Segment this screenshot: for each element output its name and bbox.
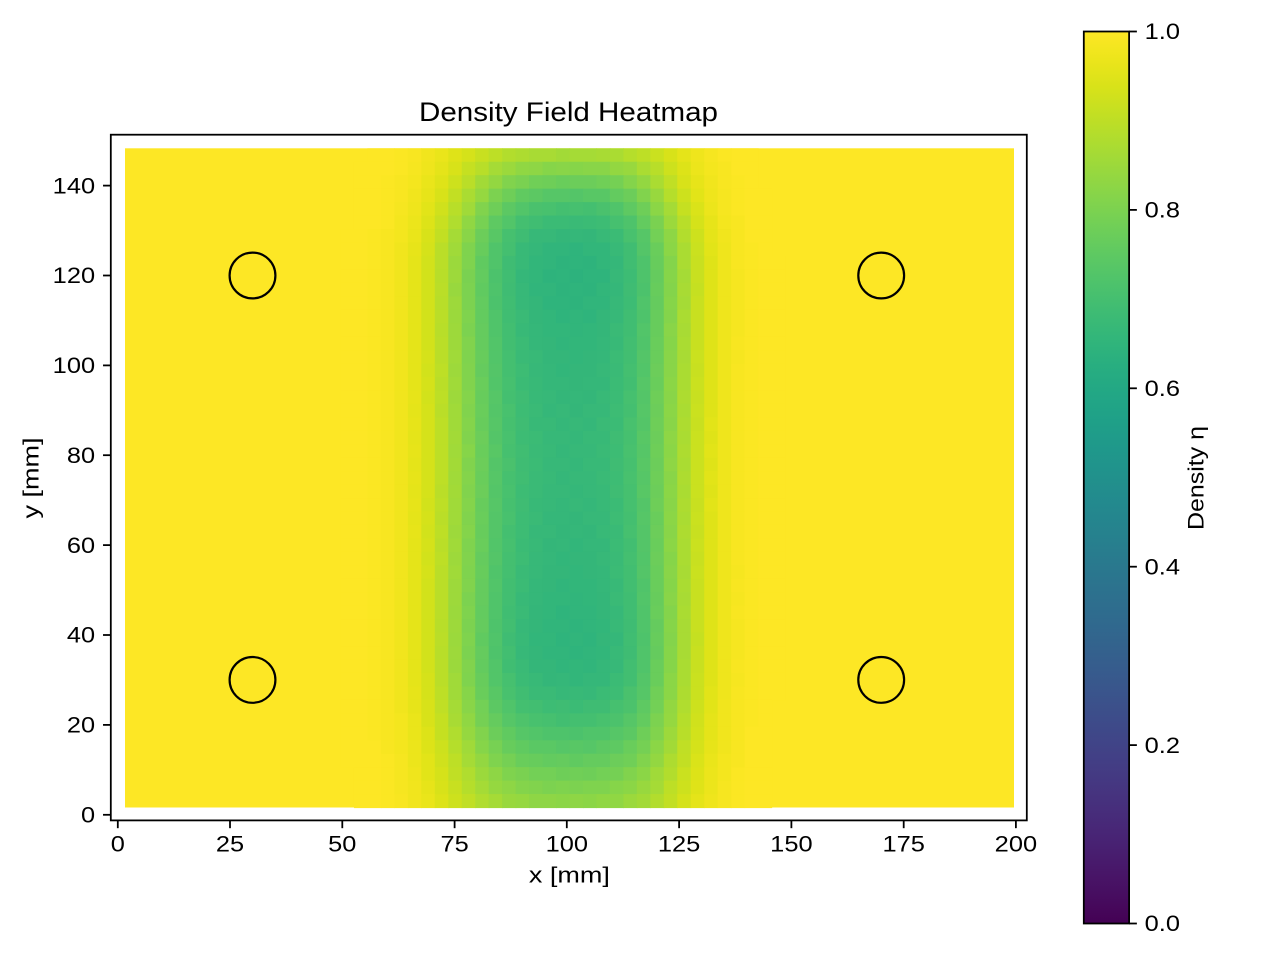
svg-text:1.0: 1.0 [1145, 19, 1180, 44]
svg-text:y [mm]: y [mm] [18, 438, 43, 519]
svg-text:140: 140 [53, 173, 95, 198]
svg-text:100: 100 [53, 353, 95, 378]
svg-text:40: 40 [67, 623, 95, 648]
svg-text:25: 25 [216, 832, 244, 857]
svg-text:200: 200 [995, 832, 1037, 857]
svg-text:125: 125 [658, 832, 700, 857]
svg-text:175: 175 [883, 832, 925, 857]
svg-text:100: 100 [546, 832, 588, 857]
svg-text:0.0: 0.0 [1145, 911, 1180, 936]
svg-text:20: 20 [67, 713, 95, 738]
svg-text:60: 60 [67, 533, 95, 558]
svg-text:x [mm]: x [mm] [529, 862, 610, 887]
svg-text:Density Field Heatmap: Density Field Heatmap [419, 97, 718, 127]
svg-text:0.6: 0.6 [1145, 376, 1180, 401]
svg-text:120: 120 [53, 263, 95, 288]
svg-text:80: 80 [67, 443, 95, 468]
svg-text:75: 75 [441, 832, 469, 857]
svg-text:Density η: Density η [1184, 426, 1209, 530]
svg-text:0: 0 [111, 832, 125, 857]
svg-text:0: 0 [81, 803, 95, 828]
svg-text:0.2: 0.2 [1145, 733, 1180, 758]
svg-text:0.4: 0.4 [1145, 554, 1180, 579]
svg-text:150: 150 [770, 832, 812, 857]
svg-text:0.8: 0.8 [1145, 198, 1180, 223]
svg-text:50: 50 [328, 832, 356, 857]
